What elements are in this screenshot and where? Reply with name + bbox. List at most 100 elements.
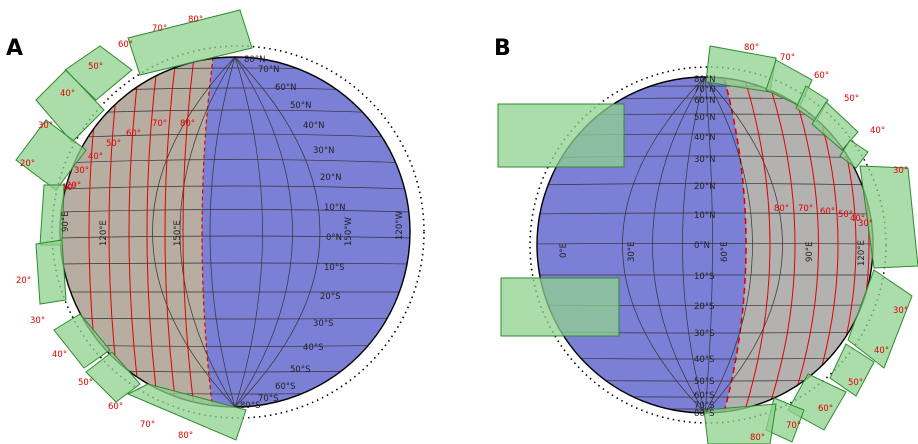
panel-b-lat-label: 80°N xyxy=(694,75,715,85)
panel-a-inner-label: 30° xyxy=(74,166,89,176)
panel-b-inner-label: 40° xyxy=(850,214,865,224)
panel-a-outer-label: 60° xyxy=(118,40,133,50)
panel-b-footprint-8 xyxy=(859,165,918,269)
panel-a-outer-label: 70° xyxy=(152,24,167,34)
panel-b-lat-label: 30°N xyxy=(694,155,715,165)
panel-a-lat-label: 20°N xyxy=(320,173,341,183)
panel-b-inner-labels: 80° 70° 60° 50° 40° 30° xyxy=(774,204,873,229)
panel-b-lat-label: 50°S xyxy=(694,377,714,387)
panel-b-outer-label: 40° xyxy=(870,126,885,136)
panel-a-lat-label: 80°S xyxy=(240,401,260,411)
panel-a-outer-label: 60° xyxy=(108,402,123,412)
panel-a-lat-label: 50°S xyxy=(290,365,310,375)
panel-a-inner-label: 60° xyxy=(126,129,141,139)
panel-b-outer-label: 80° xyxy=(744,43,759,53)
panel-a-inner-label: 80° xyxy=(180,119,195,129)
panel-a-outer-label: 70° xyxy=(140,420,155,430)
panel-b-inner-label: 60° xyxy=(820,207,835,217)
panel-b-inner-label: 30° xyxy=(858,219,873,229)
panel-a-outer-label: 80° xyxy=(188,15,203,25)
panel-a-footprint-3 xyxy=(35,69,105,143)
panel-a-inner-label: 50° xyxy=(106,139,121,149)
panel-b-letter: B xyxy=(494,36,511,61)
panel-b-lon-label: 60°E xyxy=(720,242,730,262)
panel-b-inner-label: 80° xyxy=(774,204,789,214)
panel-b-lat-label: 10°N xyxy=(694,211,715,221)
panel-a-lat-label: 70°S xyxy=(258,394,278,404)
panel-a-lat-label: 40°N xyxy=(303,121,324,131)
panel-a-lat-label: 50°N xyxy=(290,101,311,111)
panel-b-footprint-6 xyxy=(811,101,859,151)
panel-a-footprint-9 xyxy=(126,383,247,441)
panel-a-outer-label: 40° xyxy=(52,350,67,360)
panel-a-footprint-1 xyxy=(127,9,253,76)
panel-a-lon-label: 150°E xyxy=(173,220,183,246)
panel-a-globe xyxy=(60,57,410,407)
panel-b-lon-labels: 0°E 30°E 60°E 90°E 120°E xyxy=(559,240,867,266)
panel-a-outer-label: 50° xyxy=(88,62,103,72)
panel-a-lat-label: 60°S xyxy=(275,382,295,392)
panel-b-lat-label: 20°N xyxy=(694,182,715,192)
panel-a-footprint-7 xyxy=(53,313,111,369)
panel-b-lat-label: 60°S xyxy=(694,391,714,401)
panel-b-globe xyxy=(537,77,873,413)
panel-a-footprint-6 xyxy=(35,239,67,305)
panel-a-lat-label: 30°N xyxy=(313,146,334,156)
panel-b-lat-label: 50°N xyxy=(694,113,715,123)
panel-a-inner-label: 70° xyxy=(152,119,167,129)
panel-b-outer-label: 30° xyxy=(893,166,908,176)
panel-b-lat-label: 70°N xyxy=(694,85,715,95)
panel-a-outer-label: 20° xyxy=(20,159,35,169)
panel-a-outer-labels: 80° 70° 60° 50° 40° 30° 20° 10° 20° 30° … xyxy=(16,15,203,441)
panel-b-outer-label: 50° xyxy=(848,378,863,388)
panel-a-day-side xyxy=(60,57,214,407)
panel-a-lat-label: 80°N xyxy=(244,55,265,65)
panel-a-lat-labels: 70°N 60°N 50°N 40°N 30°N 20°N 10°N 0°N 1… xyxy=(240,55,345,411)
panel-a-lon-label: 120°E xyxy=(99,220,109,246)
panel-a-outer-label: 80° xyxy=(178,431,193,441)
panel-a-lat-label: 0°N xyxy=(326,233,342,243)
panel-b-lat-label: 30°S xyxy=(694,329,714,339)
panel-a-lat-label: 60°N xyxy=(275,83,296,93)
panel-b-footprint-13 xyxy=(703,403,777,444)
panel-a: A xyxy=(6,9,425,441)
panel-b-footprint-1 xyxy=(497,103,625,168)
panel-b-inner-label: 50° xyxy=(838,210,853,220)
panel-a-terminator xyxy=(201,57,215,407)
panel-b-longitude-grid xyxy=(622,77,783,413)
panel-b-footprint-7 xyxy=(839,139,869,169)
panel-a-outer-label: 30° xyxy=(30,316,45,326)
panel-a-footprint-8 xyxy=(85,351,141,403)
panel-b-footprint-10 xyxy=(829,343,875,397)
panel-b-lon-label: 90°E xyxy=(805,242,815,262)
panel-a-lat-label: 30°S xyxy=(313,319,333,329)
panel-b-lat-label: 60°N xyxy=(694,96,715,106)
panel-b-lat-label: 40°N xyxy=(694,133,715,143)
panel-a-lat-label: 70°N xyxy=(258,65,279,75)
panel-a-outer-label: 20° xyxy=(16,276,31,286)
panel-a-letter: A xyxy=(6,36,23,61)
panel-b: B xyxy=(494,36,918,444)
panel-b-lon-label: 0°E xyxy=(559,243,569,258)
panel-b-outer-label: 60° xyxy=(818,404,833,414)
panel-a-lat-label: 10°N xyxy=(324,203,345,213)
panel-b-lat-label: 0°N xyxy=(694,241,710,251)
panel-a-outer-label: 50° xyxy=(78,378,93,388)
panel-b-footprint-2 xyxy=(500,277,620,337)
panel-b-outer-labels: 80° 70° 60° 50° 40° 30° 30° 40° 50° 60° … xyxy=(744,43,908,443)
panel-b-lat-label: 80°S xyxy=(694,409,714,419)
panel-b-lat-label: 70°S xyxy=(694,401,714,411)
panel-b-lat-labels: 80°N 70°N 60°N 50°N 40°N 30°N 20°N 10°N … xyxy=(694,75,715,419)
panel-a-inner-labels: 80° 70° 60° 50° 40° 30° 20° xyxy=(66,119,195,191)
panel-b-outer-label: 70° xyxy=(786,421,801,431)
panel-a-longitude-grid xyxy=(152,57,321,407)
panel-b-outer-label: 60° xyxy=(814,71,829,81)
panel-a-inner-label: 40° xyxy=(88,152,103,162)
panel-b-footprints xyxy=(497,45,918,444)
panel-b-outer-label: 30° xyxy=(893,306,908,316)
panel-a-lon-labels: 90°E 120°E 150°E 150°W 120°W xyxy=(61,211,405,246)
panel-a-lon-label: 90°E xyxy=(61,212,71,232)
panel-a-lat-label: 10°S xyxy=(324,263,344,273)
panel-a-lon-label: 150°W xyxy=(344,217,354,246)
